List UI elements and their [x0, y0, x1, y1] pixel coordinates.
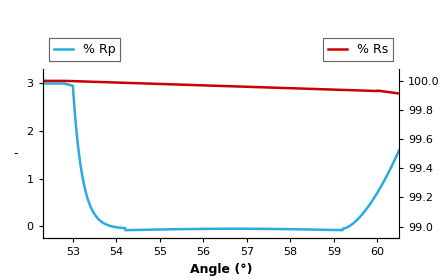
Legend: % Rp: % Rp [49, 38, 120, 61]
X-axis label: Angle (°): Angle (°) [190, 263, 252, 276]
Y-axis label: -: - [13, 147, 18, 160]
Legend: % Rs: % Rs [323, 38, 393, 61]
